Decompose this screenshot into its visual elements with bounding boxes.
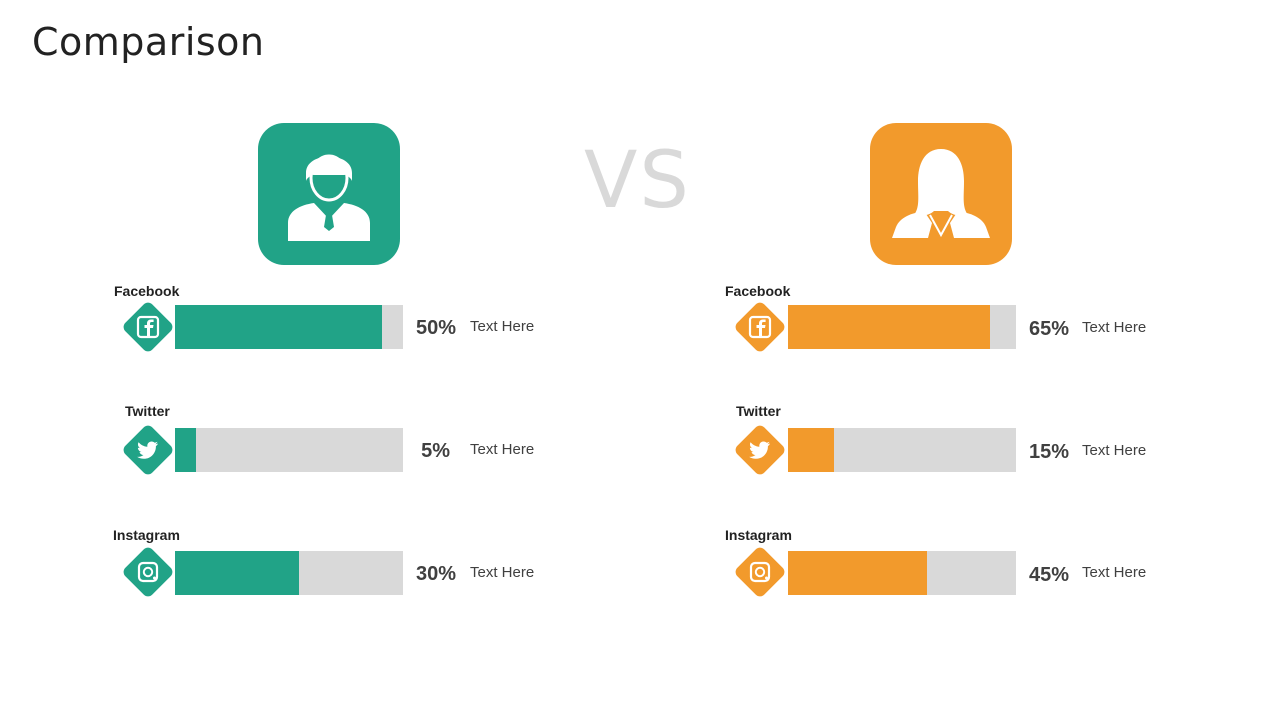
right-twitter-bar	[788, 428, 1016, 472]
instagram-icon	[137, 561, 159, 583]
left-facebook-note: Text Here	[470, 318, 535, 335]
right-facebook-fill	[788, 305, 990, 349]
man-icon	[288, 154, 370, 241]
left-twitter-label: Twitter	[125, 403, 170, 419]
man-avatar	[258, 123, 400, 265]
right-instagram-percent: 45%	[1028, 564, 1069, 586]
left-instagram-fill	[175, 551, 300, 595]
left-facebook-percent: 50%	[415, 317, 456, 339]
left-instagram-percent: 30%	[415, 563, 456, 585]
right-instagram-label: Instagram	[725, 527, 792, 543]
right-instagram-bar	[788, 551, 1016, 595]
left-twitter-bar	[175, 428, 403, 472]
left-facebook-label: Facebook	[114, 283, 180, 299]
vs-label: VS	[584, 136, 691, 226]
woman-avatar	[870, 123, 1012, 265]
right-facebook-bar	[788, 305, 1016, 349]
right-twitter-note: Text Here	[1082, 442, 1147, 459]
left-facebook-fill	[175, 305, 383, 349]
right-facebook-label: Facebook	[725, 283, 791, 299]
right-facebook-note: Text Here	[1082, 319, 1147, 336]
twitter-icon	[137, 441, 158, 459]
left-twitter-fill	[175, 428, 196, 472]
right-twitter-fill	[788, 428, 834, 472]
facebook-icon	[136, 315, 160, 339]
left-twitter-percent: 5%	[421, 440, 450, 462]
right-instagram-fill	[788, 551, 928, 595]
left-twitter-note: Text Here	[470, 441, 535, 458]
right-instagram-note: Text Here	[1082, 564, 1147, 581]
left-instagram-label: Instagram	[113, 527, 180, 543]
left-instagram-bar	[175, 551, 403, 595]
woman-icon	[892, 149, 990, 238]
right-twitter-label: Twitter	[736, 403, 781, 419]
instagram-icon	[749, 561, 771, 583]
right-facebook-percent: 65%	[1028, 318, 1069, 340]
right-twitter-percent: 15%	[1028, 441, 1069, 463]
page-title: Comparison	[32, 20, 265, 64]
twitter-icon	[749, 441, 770, 459]
left-facebook-bar	[175, 305, 403, 349]
left-instagram-note: Text Here	[470, 564, 535, 581]
facebook-icon	[748, 315, 772, 339]
